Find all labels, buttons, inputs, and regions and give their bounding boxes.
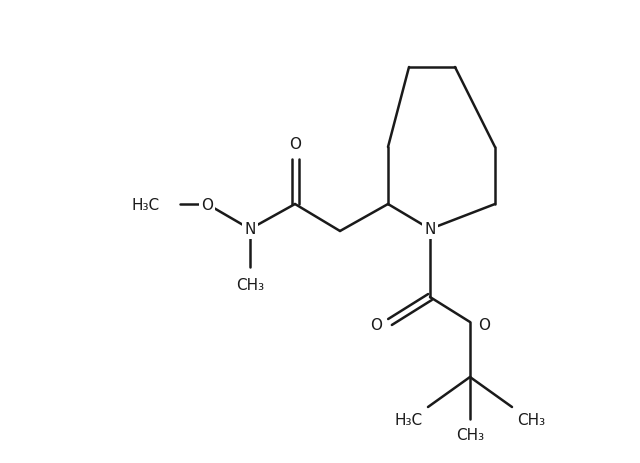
Text: H₃C: H₃C xyxy=(395,412,423,427)
Text: H₃C: H₃C xyxy=(132,197,160,212)
Text: N: N xyxy=(424,222,436,237)
Text: O: O xyxy=(201,197,213,212)
Text: CH₃: CH₃ xyxy=(517,412,545,427)
Text: O: O xyxy=(370,318,382,333)
Text: CH₃: CH₃ xyxy=(236,277,264,292)
Text: O: O xyxy=(289,137,301,152)
Text: O: O xyxy=(478,318,490,333)
Text: CH₃: CH₃ xyxy=(456,427,484,442)
Text: N: N xyxy=(244,222,256,237)
